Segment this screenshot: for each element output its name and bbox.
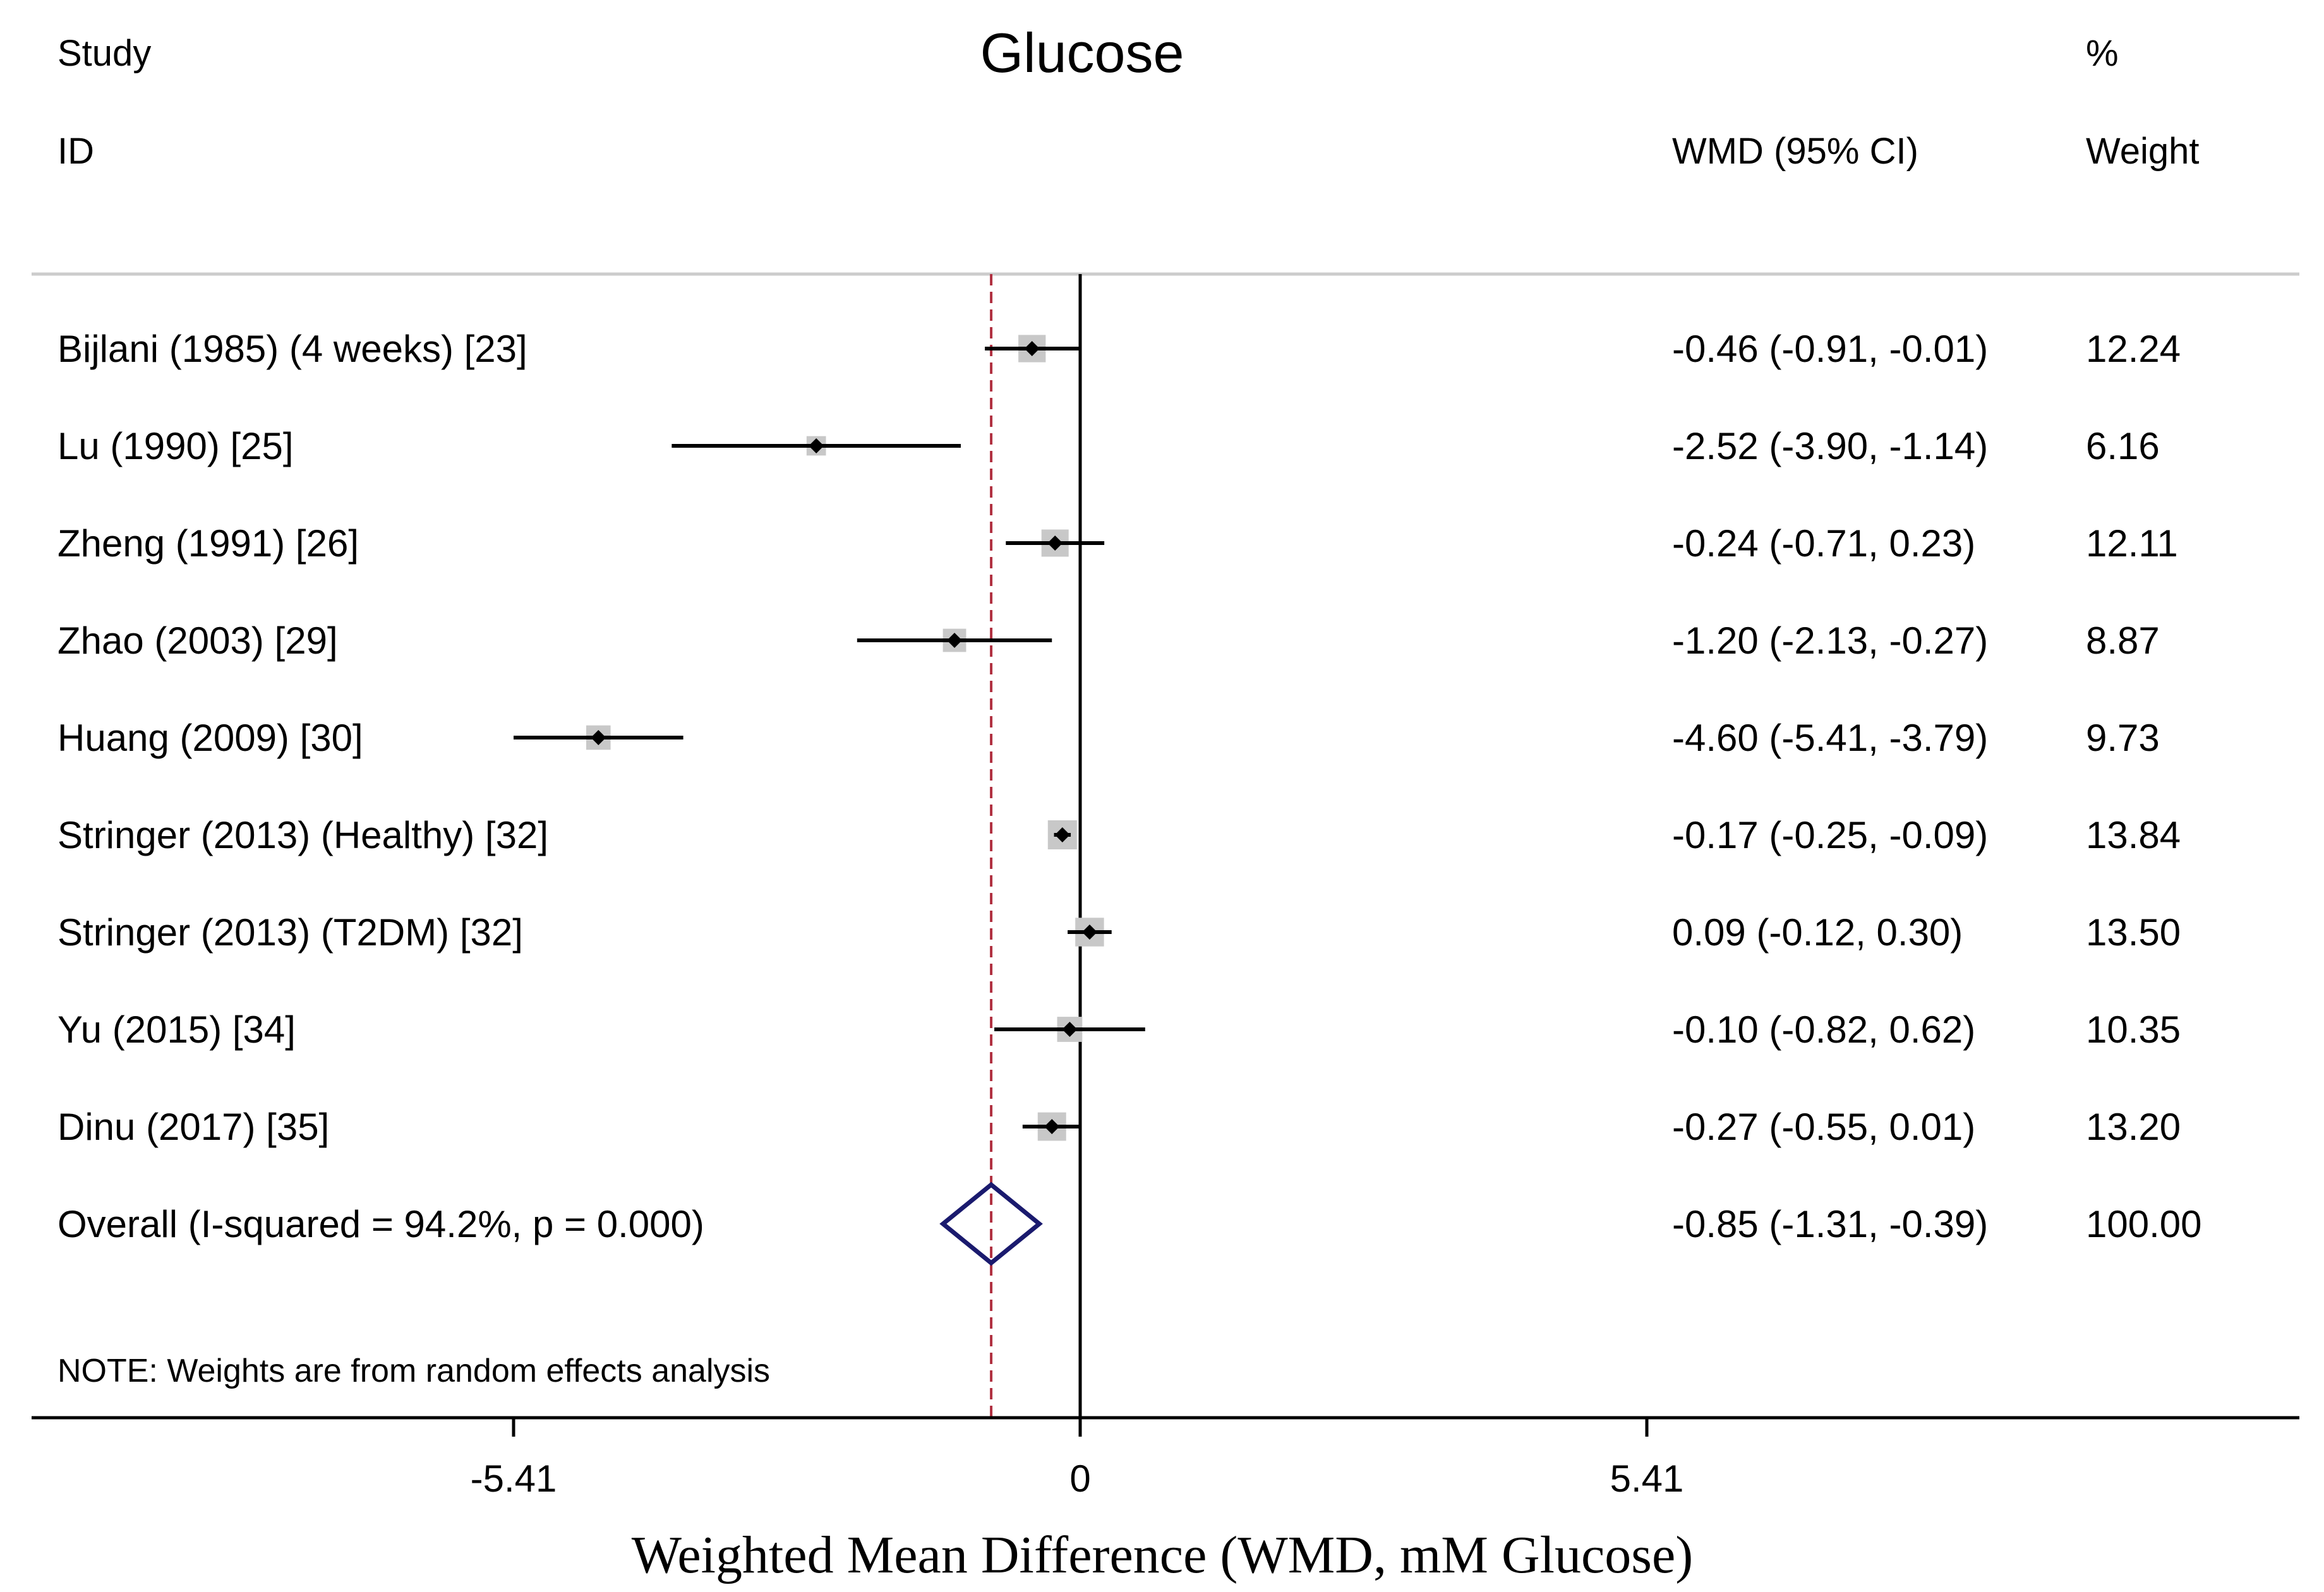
x-axis-label: Weighted Mean Difference (WMD, mM Glucos… [632,1526,1693,1584]
study-row: Bijlani (1985) (4 weeks) [23] -0.46 (-0.9… [57,328,2181,370]
point-estimate [591,730,606,745]
weight-value: 10.35 [2086,1008,2181,1051]
point-estimate [1062,1022,1078,1037]
study-label: Zheng (1991) [26] [57,522,359,565]
weight-value: 12.24 [2086,328,2181,370]
weight-value: 8.87 [2086,619,2160,662]
study-label: Yu (2015) [34] [57,1008,296,1051]
header-weight: Weight [2086,131,2199,172]
weight-value: 13.20 [2086,1106,2181,1148]
overall-ci-value: -0.85 (-1.31, -0.39) [1672,1203,1988,1245]
study-row: Stringer (2013) (T2DM) [32] 0.09 (-0.12, … [57,911,2181,954]
weight-value: 13.50 [2086,911,2181,954]
ci-value: -4.60 (-5.41, -3.79) [1672,717,1988,759]
study-label: Lu (1990) [25] [57,425,294,467]
overall-weight-value: 100.00 [2086,1203,2202,1245]
ci-value: -0.24 (-0.71, 0.23) [1672,522,1975,565]
ci-value: 0.09 (-0.12, 0.30) [1672,911,1963,954]
study-row: Dinu (2017) [35] -0.27 (-0.55, 0.01) 13.20 [57,1106,2181,1148]
point-estimate [1054,827,1070,842]
x-axis-ticks: -5.41 0 5.41 [471,1418,1684,1500]
point-estimate [809,438,824,453]
study-label: Huang (2009) [30] [57,717,363,759]
weights-note: NOTE: Weights are from random effects an… [57,1353,770,1389]
chart-title: Glucose [980,21,1184,84]
study-row: Lu (1990) [25] -2.52 (-3.90, -1.14) 6.16 [57,425,2160,467]
study-label: Zhao (2003) [29] [57,619,338,662]
ci-value: -2.52 (-3.90, -1.14) [1672,425,1988,467]
header-id: ID [57,131,94,172]
point-estimate [1044,1119,1060,1134]
study-row: Zheng (1991) [26] -0.24 (-0.71, 0.23) 12.1… [57,522,2178,565]
overall-diamond [939,1182,1043,1266]
point-estimate [1081,925,1097,940]
ci-value: -0.17 (-0.25, -0.09) [1672,814,1988,856]
header-weight-percent: % [2086,33,2119,74]
study-label: Dinu (2017) [35] [57,1106,329,1148]
weight-value: 9.73 [2086,717,2160,759]
header-effect: WMD (95% CI) [1672,131,1918,172]
ci-value: -1.20 (-2.13, -0.27) [1672,619,1988,662]
study-row: Yu (2015) [34] -0.10 (-0.82, 0.62) 10.35 [57,1008,2181,1051]
study-row: Stringer (2013) (Healthy) [32] -0.17 (-0.… [57,814,2181,856]
ci-value: -0.10 (-0.82, 0.62) [1672,1008,1975,1051]
point-estimate [947,633,963,648]
study-label: Bijlani (1985) (4 weeks) [23] [57,328,527,370]
weight-value: 13.84 [2086,814,2181,856]
reference-lines [990,274,1082,1418]
ci-value: -0.27 (-0.55, 0.01) [1672,1106,1975,1148]
study-row: Huang (2009) [30] -4.60 (-5.41, -3.79) 9.7… [57,717,2160,759]
point-estimate [1047,536,1063,551]
point-estimate [1024,341,1040,356]
ci-value: -0.46 (-0.91, -0.01) [1672,328,1988,370]
x-tick-label: -5.41 [471,1457,557,1500]
weight-value: 12.11 [2086,522,2178,565]
study-row: Zhao (2003) [29] -1.20 (-2.13, -0.27) 8.87 [57,619,2160,662]
study-label: Stringer (2013) (Healthy) [32] [57,814,548,856]
overall-row: Overall (I-squared = 94.2%, p = 0.000) -0… [57,1182,2202,1266]
weight-value: 6.16 [2086,425,2160,467]
study-rows: Bijlani (1985) (4 weeks) [23] -0.46 (-0.9… [57,328,2181,1148]
x-tick-label: 5.41 [1610,1457,1684,1500]
overall-label: Overall (I-squared = 94.2%, p = 0.000) [57,1203,704,1245]
x-tick-label: 0 [1069,1457,1090,1500]
header-study: Study [57,33,151,74]
study-label: Stringer (2013) (T2DM) [32] [57,911,523,954]
